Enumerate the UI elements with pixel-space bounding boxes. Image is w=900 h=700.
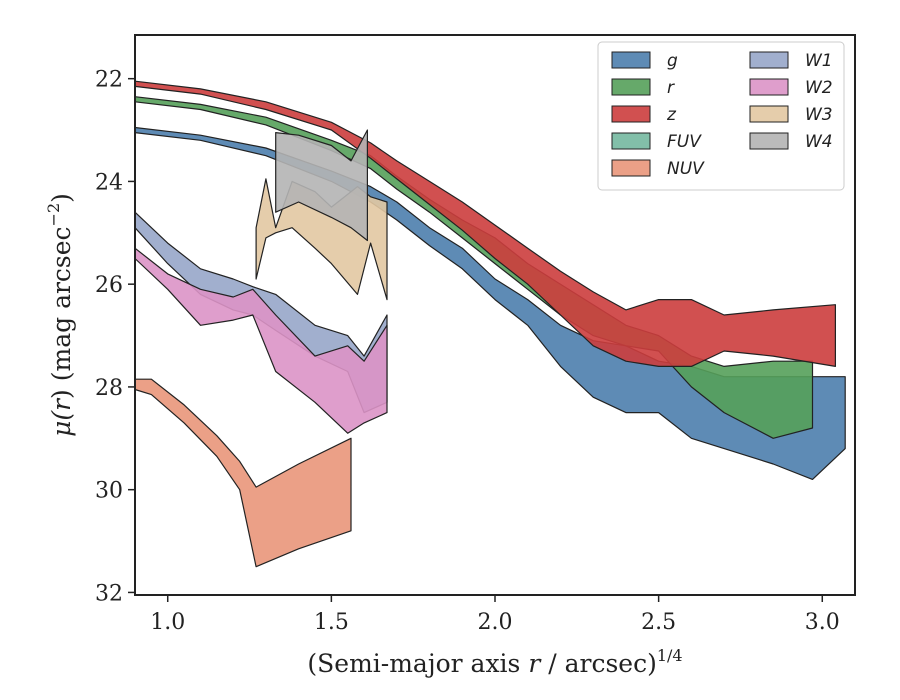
legend-label-r: r <box>667 78 675 98</box>
y-axis-label: μ(r) (mag arcsec−2) <box>44 193 76 437</box>
legend-label-g: g <box>667 51 678 71</box>
legend-label-z: z <box>666 105 677 125</box>
legend-swatch-z <box>611 105 651 123</box>
x-tick-label: 1.0 <box>150 610 185 635</box>
legend-label-fuv: FUV <box>667 132 702 152</box>
legend-swatch-w4 <box>749 132 789 150</box>
legend-swatch-r <box>611 78 651 96</box>
band-z <box>134 80 837 367</box>
y-tick-label: 24 <box>95 170 123 195</box>
legend-swatch-g <box>611 51 651 69</box>
legend-label-nuv: NUV <box>667 159 705 179</box>
band-w2 <box>134 247 388 434</box>
legend-swatch-w2 <box>749 78 789 96</box>
x-tick-label: 3.0 <box>805 610 840 635</box>
band-w4 <box>275 129 368 242</box>
x-axis-label: (Semi-major axis r / arcsec)1/4 <box>307 646 682 678</box>
legend-label-w1: W1 <box>805 51 833 71</box>
legend-label-w4: W4 <box>805 132 833 152</box>
y-tick-label: 30 <box>95 479 123 504</box>
band-g <box>134 126 846 480</box>
legend-swatch-fuv <box>611 132 651 150</box>
legend-swatch-w1 <box>749 51 789 69</box>
x-tick-label: 2.0 <box>478 610 513 635</box>
legend-label-w2: W2 <box>805 78 833 98</box>
legend: grz FUV NUV W1 W2 W3 W4 <box>597 41 845 191</box>
x-tick-label: 1.5 <box>314 610 349 635</box>
legend-items: grz FUV NUV W1 W2 W3 W4 <box>611 51 833 179</box>
legend-label-w3: W3 <box>805 105 833 125</box>
legend-swatch-w3 <box>749 105 789 123</box>
y-tick-label: 22 <box>95 68 123 93</box>
band-nuv <box>134 378 352 568</box>
x-tick-label: 2.5 <box>641 610 676 635</box>
y-tick-label: 32 <box>95 581 123 606</box>
bands-layer <box>134 80 846 568</box>
ticks-layer: 1.0 1.5 2.0 2.5 3.0 22 24 26 28 30 32 <box>95 68 840 635</box>
legend-swatch-nuv <box>611 159 651 177</box>
y-tick-label: 28 <box>95 376 123 401</box>
y-tick-label: 26 <box>95 273 123 298</box>
